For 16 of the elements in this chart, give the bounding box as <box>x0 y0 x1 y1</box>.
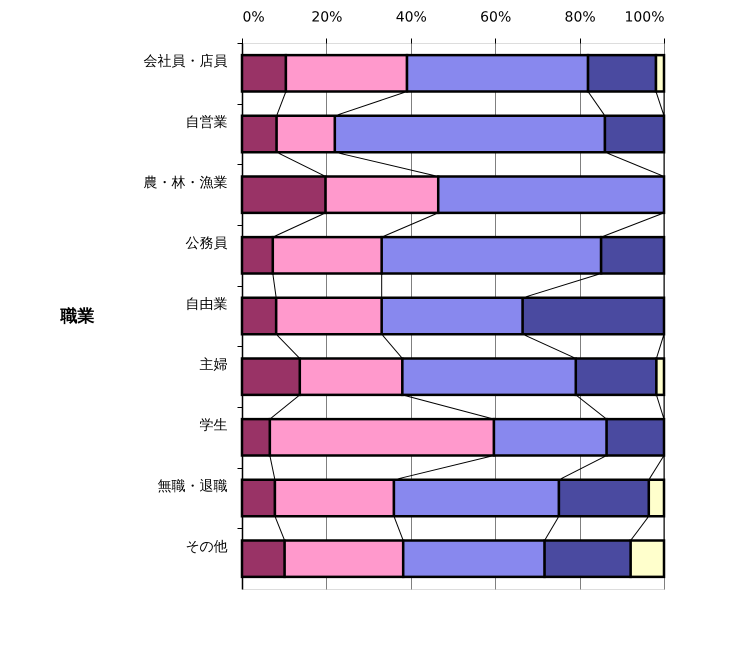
y-tick-label: 自営業 <box>186 114 228 130</box>
x-tick-label: 40% <box>396 10 427 26</box>
y-tick-label: 公務員 <box>186 236 228 252</box>
y-tick-label: 学生 <box>200 418 228 434</box>
y-tick-label: 主婦 <box>200 357 228 374</box>
x-tick-label: 20% <box>311 10 342 26</box>
y-axis-title: 職業 <box>60 306 94 326</box>
x-tick-label: 60% <box>480 10 512 26</box>
y-tick-label: 農・林・漁業 <box>144 175 228 192</box>
x-tick-label: 80% <box>564 10 596 26</box>
y-tick-label: その他 <box>186 539 228 556</box>
y-tick-label: 自由業 <box>186 296 228 312</box>
x-tick-label: 100% <box>624 10 664 26</box>
y-tick-label: 無職・退職 <box>158 478 228 494</box>
x-tick-label: 0% <box>242 10 265 26</box>
y-tick-label: 会社員・店員 <box>144 54 228 70</box>
